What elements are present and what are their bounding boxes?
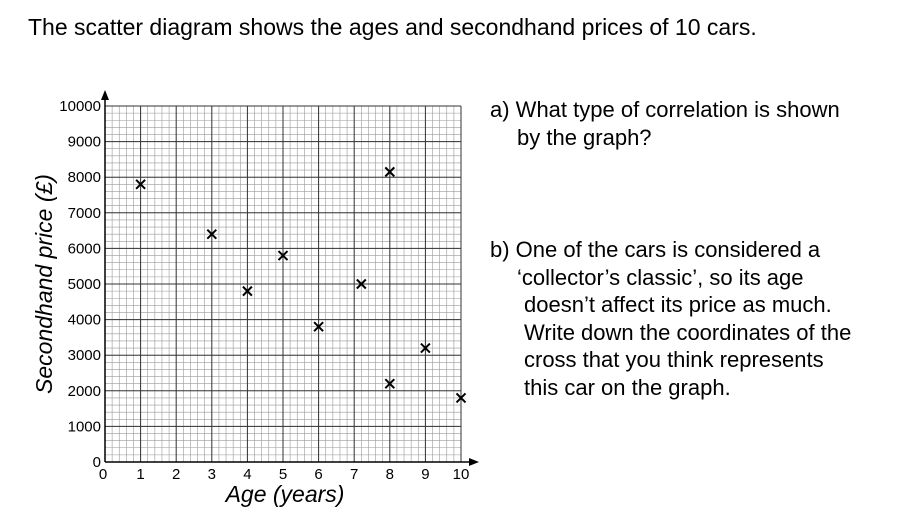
question-b-line: doesn’t affect its price as much.	[524, 292, 832, 317]
question-a-line: by the graph?	[517, 124, 652, 150]
x-tick-label: 10	[453, 466, 470, 483]
cross-stroke	[313, 321, 324, 332]
y-tick-label: 8000	[68, 169, 101, 186]
intro-text: The scatter diagram shows the ages and s…	[28, 14, 757, 40]
data-point	[277, 250, 289, 261]
cross-stroke	[206, 228, 218, 240]
cross-stroke	[356, 278, 367, 290]
x-tick-label: 5	[279, 466, 287, 483]
x-tick-label: 2	[172, 466, 180, 483]
question-b-line: Write down the coordinates of the	[524, 319, 852, 345]
y-tick-label: 1000	[68, 418, 101, 435]
x-tick-labels: 0 1 2 3 4 5 6 7 8 9 10	[99, 466, 470, 483]
x-axis-label: Age (years)	[224, 481, 345, 507]
cross-stroke	[277, 250, 289, 261]
y-tick-label: 2000	[68, 383, 101, 400]
question-a-line: a) What type of correlation is shown	[490, 97, 840, 122]
cross-stroke	[384, 378, 396, 389]
x-tick-label: 8	[386, 466, 394, 483]
y-tick-label: 9000	[68, 134, 101, 151]
y-tick-labels: 0 1000 2000 3000 4000 5000 6000 7000 8000 9000 100…	[59, 98, 101, 471]
cross-stroke	[242, 285, 253, 297]
y-axis-arrow	[101, 90, 109, 100]
question-a: a) What type of correlation is shown by …	[490, 96, 840, 151]
x-tick-label: 7	[350, 466, 358, 483]
x-tick-label: 0	[99, 466, 107, 483]
data-point	[135, 179, 146, 190]
x-tick-label: 9	[421, 466, 429, 483]
y-tick-label: 0	[93, 454, 101, 471]
data-point	[420, 342, 431, 354]
x-axis-arrow	[469, 458, 479, 466]
y-tick-label: 3000	[68, 347, 101, 364]
y-tick-label: 7000	[68, 205, 101, 222]
y-axis-label: Secondhand price (£)	[31, 174, 57, 394]
cross-stroke	[135, 179, 146, 190]
data-point	[384, 166, 396, 178]
cross-stroke	[420, 342, 431, 354]
question-b-line: b) One of the cars is considered a	[490, 237, 821, 262]
data-points	[135, 166, 467, 404]
y-tick-label: 5000	[68, 276, 101, 293]
data-point	[384, 378, 396, 389]
axes	[101, 90, 479, 466]
data-point	[206, 228, 218, 240]
data-point	[455, 392, 467, 404]
question-b-line: this car on the graph.	[524, 374, 731, 400]
data-point	[356, 278, 367, 290]
y-tick-label: 4000	[68, 312, 101, 329]
y-tick-label: 10000	[59, 98, 101, 115]
cross-stroke	[455, 392, 467, 404]
data-point	[313, 321, 324, 332]
y-tick-label: 6000	[68, 240, 101, 257]
x-tick-label: 6	[314, 466, 322, 483]
major-gridlines	[104, 105, 462, 463]
cross-stroke	[384, 166, 396, 178]
question-b-line: ‘collector’s classic’, so its age	[517, 264, 804, 290]
x-tick-label: 3	[208, 466, 216, 483]
question-b: b) One of the cars is considered a ‘coll…	[490, 236, 851, 401]
x-tick-label: 4	[243, 466, 251, 483]
data-point	[242, 285, 253, 297]
x-tick-label: 1	[136, 466, 144, 483]
question-b-line: cross that you think represents	[524, 347, 824, 372]
